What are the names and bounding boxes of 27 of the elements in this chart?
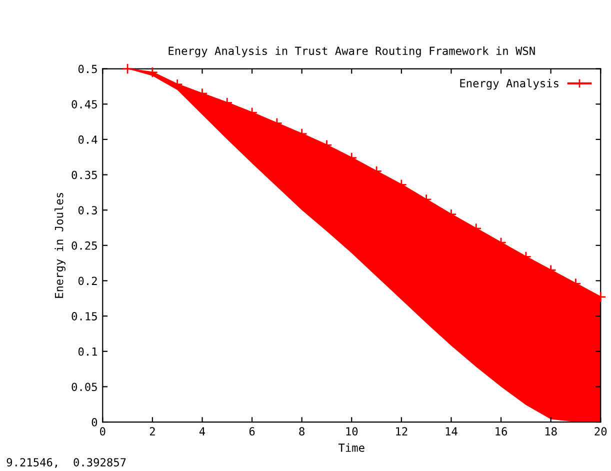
y-tick-label: 0.4 xyxy=(78,135,98,144)
y-tick-label: 0.25 xyxy=(72,241,97,250)
y-tick-label: 0.35 xyxy=(72,170,97,180)
y-tick-label: 0.2 xyxy=(78,276,97,286)
x-tick-label: 12 xyxy=(396,427,408,436)
x-tick-label: 4 xyxy=(199,427,206,436)
x-tick-label: 0 xyxy=(100,427,106,436)
x-tick-label: 16 xyxy=(496,427,507,436)
x-tick-label: 6 xyxy=(249,427,255,436)
x-tick-label: 14 xyxy=(446,427,458,436)
text: 9.21546, 0.392857 xyxy=(6,458,126,468)
y-tick-label: 0.15 xyxy=(72,312,97,320)
x-tick-label: 20 xyxy=(594,427,607,436)
y-tick-label: 0.05 xyxy=(72,382,97,392)
x-tick-label: 18 xyxy=(545,427,557,436)
legend-label: Energy Analysis xyxy=(460,78,558,90)
y-tick-label: 0.1 xyxy=(78,347,98,356)
x-axis-title: Time xyxy=(338,443,364,452)
y-tick-label: 0 xyxy=(92,418,98,426)
y-axis-title: Energy in Joules xyxy=(54,192,66,298)
y-tick-label: 0.3 xyxy=(78,206,97,214)
x-tick-label: 8 xyxy=(299,427,304,436)
x-tick-label: 2 xyxy=(150,427,155,436)
y-tick-label: 0.5 xyxy=(78,64,97,74)
chart-title: Energy Analysis in Trust Aware Routing Framework in WSN xyxy=(168,46,535,58)
x-tick-label: 10 xyxy=(346,427,358,436)
y-tick-label: 0.45 xyxy=(72,100,97,108)
